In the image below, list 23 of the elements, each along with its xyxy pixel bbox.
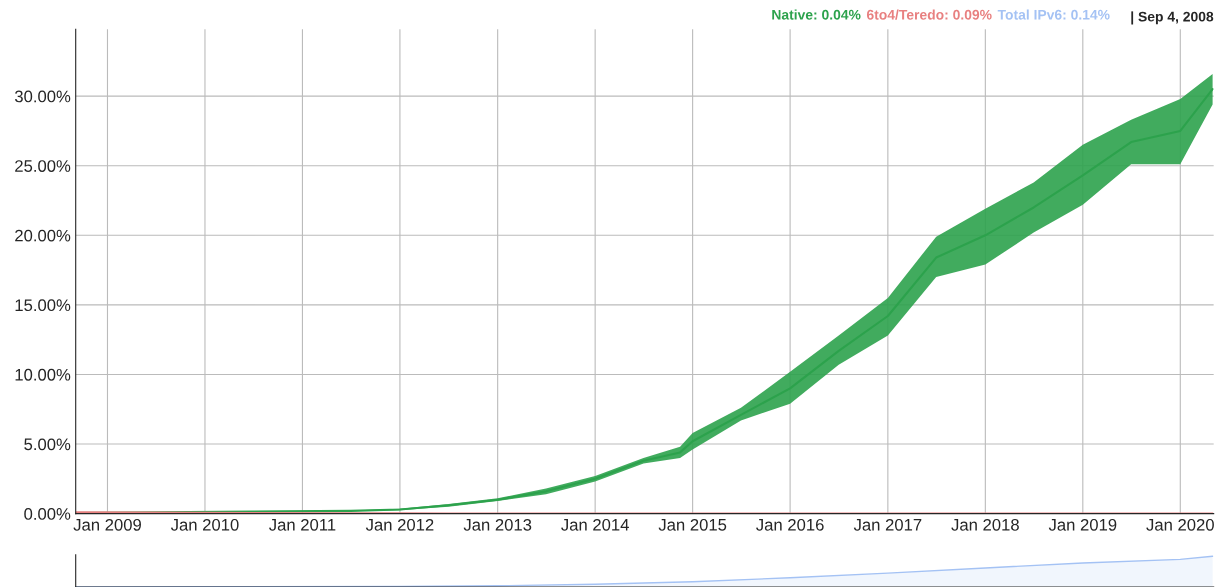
x-tick-label: Jan 2019 [1048,518,1117,531]
y-tick-label: 30.00% [14,90,71,103]
text: | Sep 4, 2008 [1131,11,1214,25]
x-tick-label: Jan 2017 [853,518,922,531]
text: Native: 0.04% [772,9,861,20]
x-tick-label: Jan 2013 [463,518,532,531]
x-tick-label: Jan 2009 [73,518,141,531]
x-tick-label: Jan 2020 [1146,518,1214,531]
x-tick-label: Jan 2018 [951,518,1019,531]
y-tick-label: 25.00% [15,160,71,172]
y-tick-label: 5.00% [24,438,71,451]
x-tick-label: Jan 2012 [365,518,434,531]
x-tick-label: Jan 2014 [561,518,629,531]
x-tick-label: Jan 2015 [658,518,727,531]
legend-label: Total IPv6: 0.14% [997,9,1110,20]
x-tick-label: Jan 2010 [170,518,239,531]
x-tick-label: Jan 2011 [269,518,336,531]
y-tick-label: 15.00% [15,299,71,312]
x-tick-label: Jan 2016 [756,518,824,531]
text: 6to4/Teredo: 0.09% [866,9,992,20]
y-tick-label: 0.00% [24,508,71,520]
y-tick-label: 20.00% [15,229,71,242]
y-tick-label: 10.00% [15,368,71,381]
